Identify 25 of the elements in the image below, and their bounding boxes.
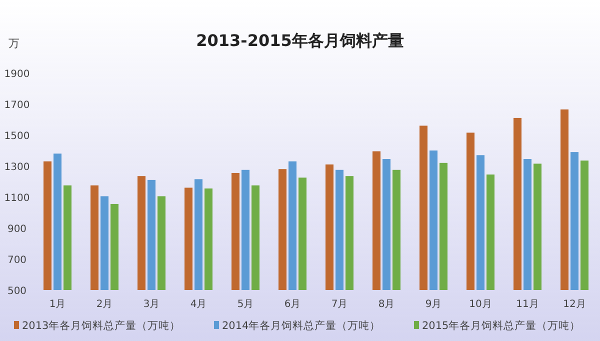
x-tick-label: 2月 bbox=[96, 299, 113, 310]
legend-label: 2013年各月饲料总产量（万吨） bbox=[22, 319, 181, 332]
x-tick-label: 5月 bbox=[237, 299, 254, 310]
x-tick-label: 4月 bbox=[190, 299, 207, 310]
x-tick-label: 11月 bbox=[516, 299, 539, 310]
y-tick-label: 700 bbox=[7, 255, 27, 266]
y-tick-label: 500 bbox=[7, 286, 27, 297]
x-tick-label: 10月 bbox=[469, 299, 492, 310]
legend-label: 2015年各月饲料总产量（万吨） bbox=[422, 319, 581, 332]
x-tick-label: 7月 bbox=[331, 299, 348, 310]
y-axis-title: 万 bbox=[8, 37, 20, 50]
legend-label: 2014年各月饲料总产量（万吨） bbox=[222, 319, 381, 332]
x-tick-label: 8月 bbox=[378, 299, 395, 310]
x-tick-label: 12月 bbox=[563, 299, 586, 310]
y-tick-label: 1100 bbox=[4, 193, 30, 204]
x-tick-label: 3月 bbox=[143, 299, 160, 310]
chart-title: 2013-2015年各月饲料产量 bbox=[196, 31, 404, 50]
y-tick-label: 1500 bbox=[4, 131, 30, 142]
y-tick-label: 900 bbox=[7, 224, 27, 235]
x-tick-label: 6月 bbox=[284, 299, 301, 310]
x-tick-label: 1月 bbox=[49, 299, 66, 310]
y-tick-label: 1900 bbox=[4, 69, 30, 80]
x-tick-label: 9月 bbox=[425, 299, 442, 310]
y-tick-label: 1300 bbox=[4, 162, 30, 173]
y-tick-label: 1700 bbox=[4, 100, 30, 111]
